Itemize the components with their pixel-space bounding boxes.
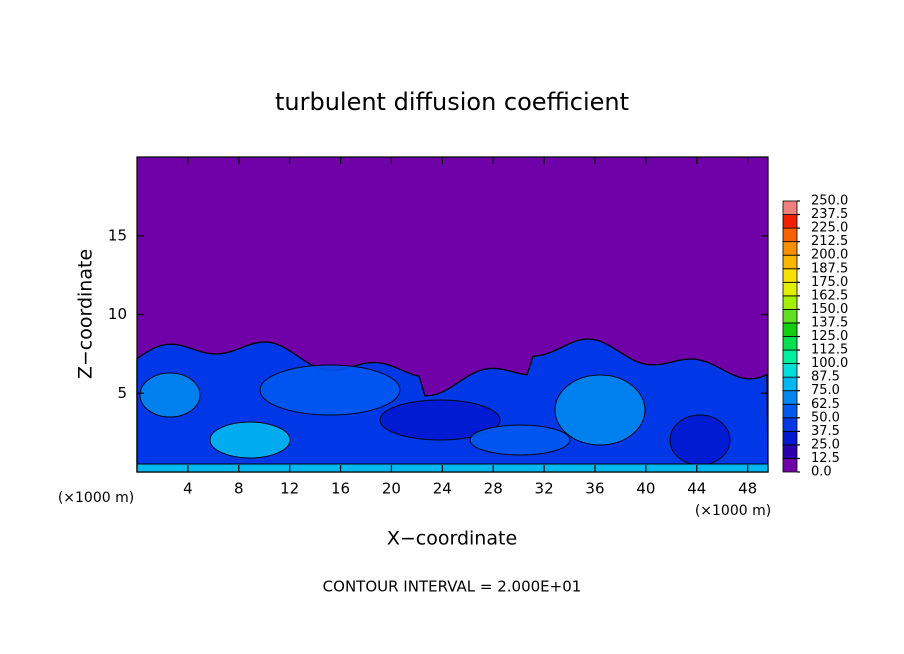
colorbar-label: 212.5 — [811, 234, 848, 249]
x-tick-label: 12 — [280, 480, 299, 498]
colorbar-swatch — [782, 403, 798, 419]
x-unit-label: (×1000 m) — [695, 503, 771, 519]
colorbar-swatch — [782, 363, 798, 378]
colorbar-label: 125.0 — [811, 329, 848, 344]
colorbar-label: 37.5 — [811, 424, 840, 439]
colorbar-swatch — [782, 349, 798, 364]
x-tick-label: 4 — [183, 480, 193, 498]
field-eddy — [379, 399, 501, 441]
colorbar-swatch — [782, 430, 798, 446]
colorbar-swatch — [782, 417, 798, 432]
colorbar-swatch — [782, 376, 798, 392]
colorbar-swatch — [782, 200, 798, 215]
x-tick-label: 24 — [433, 480, 452, 498]
field-eddy — [469, 424, 571, 456]
colorbar-label: 162.5 — [811, 288, 848, 303]
colorbar-label: 187.5 — [811, 261, 848, 276]
colorbar-label: 25.0 — [811, 437, 840, 452]
field-eddy — [669, 414, 731, 466]
x-tick-label: 28 — [484, 480, 503, 498]
colorbar-label: 175.0 — [811, 275, 848, 290]
colorbar-label: 100.0 — [811, 356, 848, 371]
y-tick-label: 5 — [117, 384, 127, 402]
colorbar-swatch — [782, 227, 798, 243]
chart-title: turbulent diffusion coefficient — [275, 88, 629, 116]
colorbar-label: 137.5 — [811, 315, 848, 330]
colorbar-label: 12.5 — [811, 451, 840, 466]
x-unit-label: (×1000 m) — [58, 490, 134, 506]
colorbar-swatch — [782, 241, 798, 256]
field-eddy — [139, 372, 201, 418]
x-tick-label: 36 — [585, 480, 604, 498]
colorbar-label: 87.5 — [811, 370, 840, 385]
colorbar-swatch — [782, 336, 798, 351]
colorbar-label: 150.0 — [811, 302, 848, 317]
colorbar-swatch — [782, 322, 798, 337]
x-axis-label: X−coordinate — [387, 528, 517, 550]
field-eddy — [554, 374, 646, 446]
colorbar-label: 75.0 — [811, 383, 840, 398]
x-tick-label: 16 — [331, 480, 350, 498]
colorbar-label: 225.0 — [811, 221, 848, 236]
field-eddy — [259, 364, 401, 416]
x-tick-label: 20 — [382, 480, 401, 498]
colorbar-label: 250.0 — [811, 194, 848, 209]
colorbar-label: 237.5 — [811, 207, 848, 222]
footnote: CONTOUR INTERVAL = 2.000E+01 — [323, 578, 582, 596]
colorbar-swatch — [782, 458, 798, 473]
colorbar-swatch — [782, 281, 798, 297]
x-tick-label: 44 — [687, 480, 706, 498]
field-eddy — [209, 421, 291, 459]
colorbar-label: 112.5 — [811, 343, 848, 358]
colorbar-swatch — [782, 214, 798, 229]
x-tick-label: 40 — [636, 480, 655, 498]
y-axis-label: Z−coordinate — [75, 249, 97, 379]
colorbar-swatch — [782, 295, 798, 310]
field-surface — [136, 463, 769, 473]
colorbar-label: 50.0 — [811, 410, 840, 425]
colorbar-label: 200.0 — [811, 248, 848, 263]
colorbar-swatch — [782, 268, 798, 283]
colorbar-label: 62.5 — [811, 397, 840, 412]
x-tick-label: 32 — [535, 480, 554, 498]
colorbar-swatch — [782, 390, 798, 405]
y-tick-label: 10 — [108, 305, 127, 323]
x-tick-label: 8 — [234, 480, 244, 498]
y-tick-label: 15 — [108, 226, 127, 244]
colorbar-swatch — [782, 444, 798, 459]
colorbar-swatch — [782, 308, 798, 324]
colorbar-label: 0.0 — [811, 465, 832, 480]
x-tick-label: 48 — [738, 480, 757, 498]
colorbar-swatch — [782, 254, 798, 270]
